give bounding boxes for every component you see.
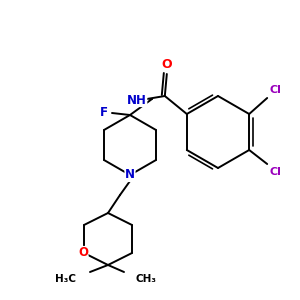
Text: Cl: Cl: [269, 85, 281, 95]
Text: O: O: [78, 247, 88, 260]
Text: CH₃: CH₃: [136, 274, 157, 284]
Text: N: N: [125, 169, 135, 182]
Text: H₃C: H₃C: [55, 274, 76, 284]
Text: Cl: Cl: [269, 167, 281, 177]
Text: F: F: [100, 106, 108, 119]
Text: O: O: [161, 58, 172, 70]
Text: NH: NH: [127, 94, 147, 106]
